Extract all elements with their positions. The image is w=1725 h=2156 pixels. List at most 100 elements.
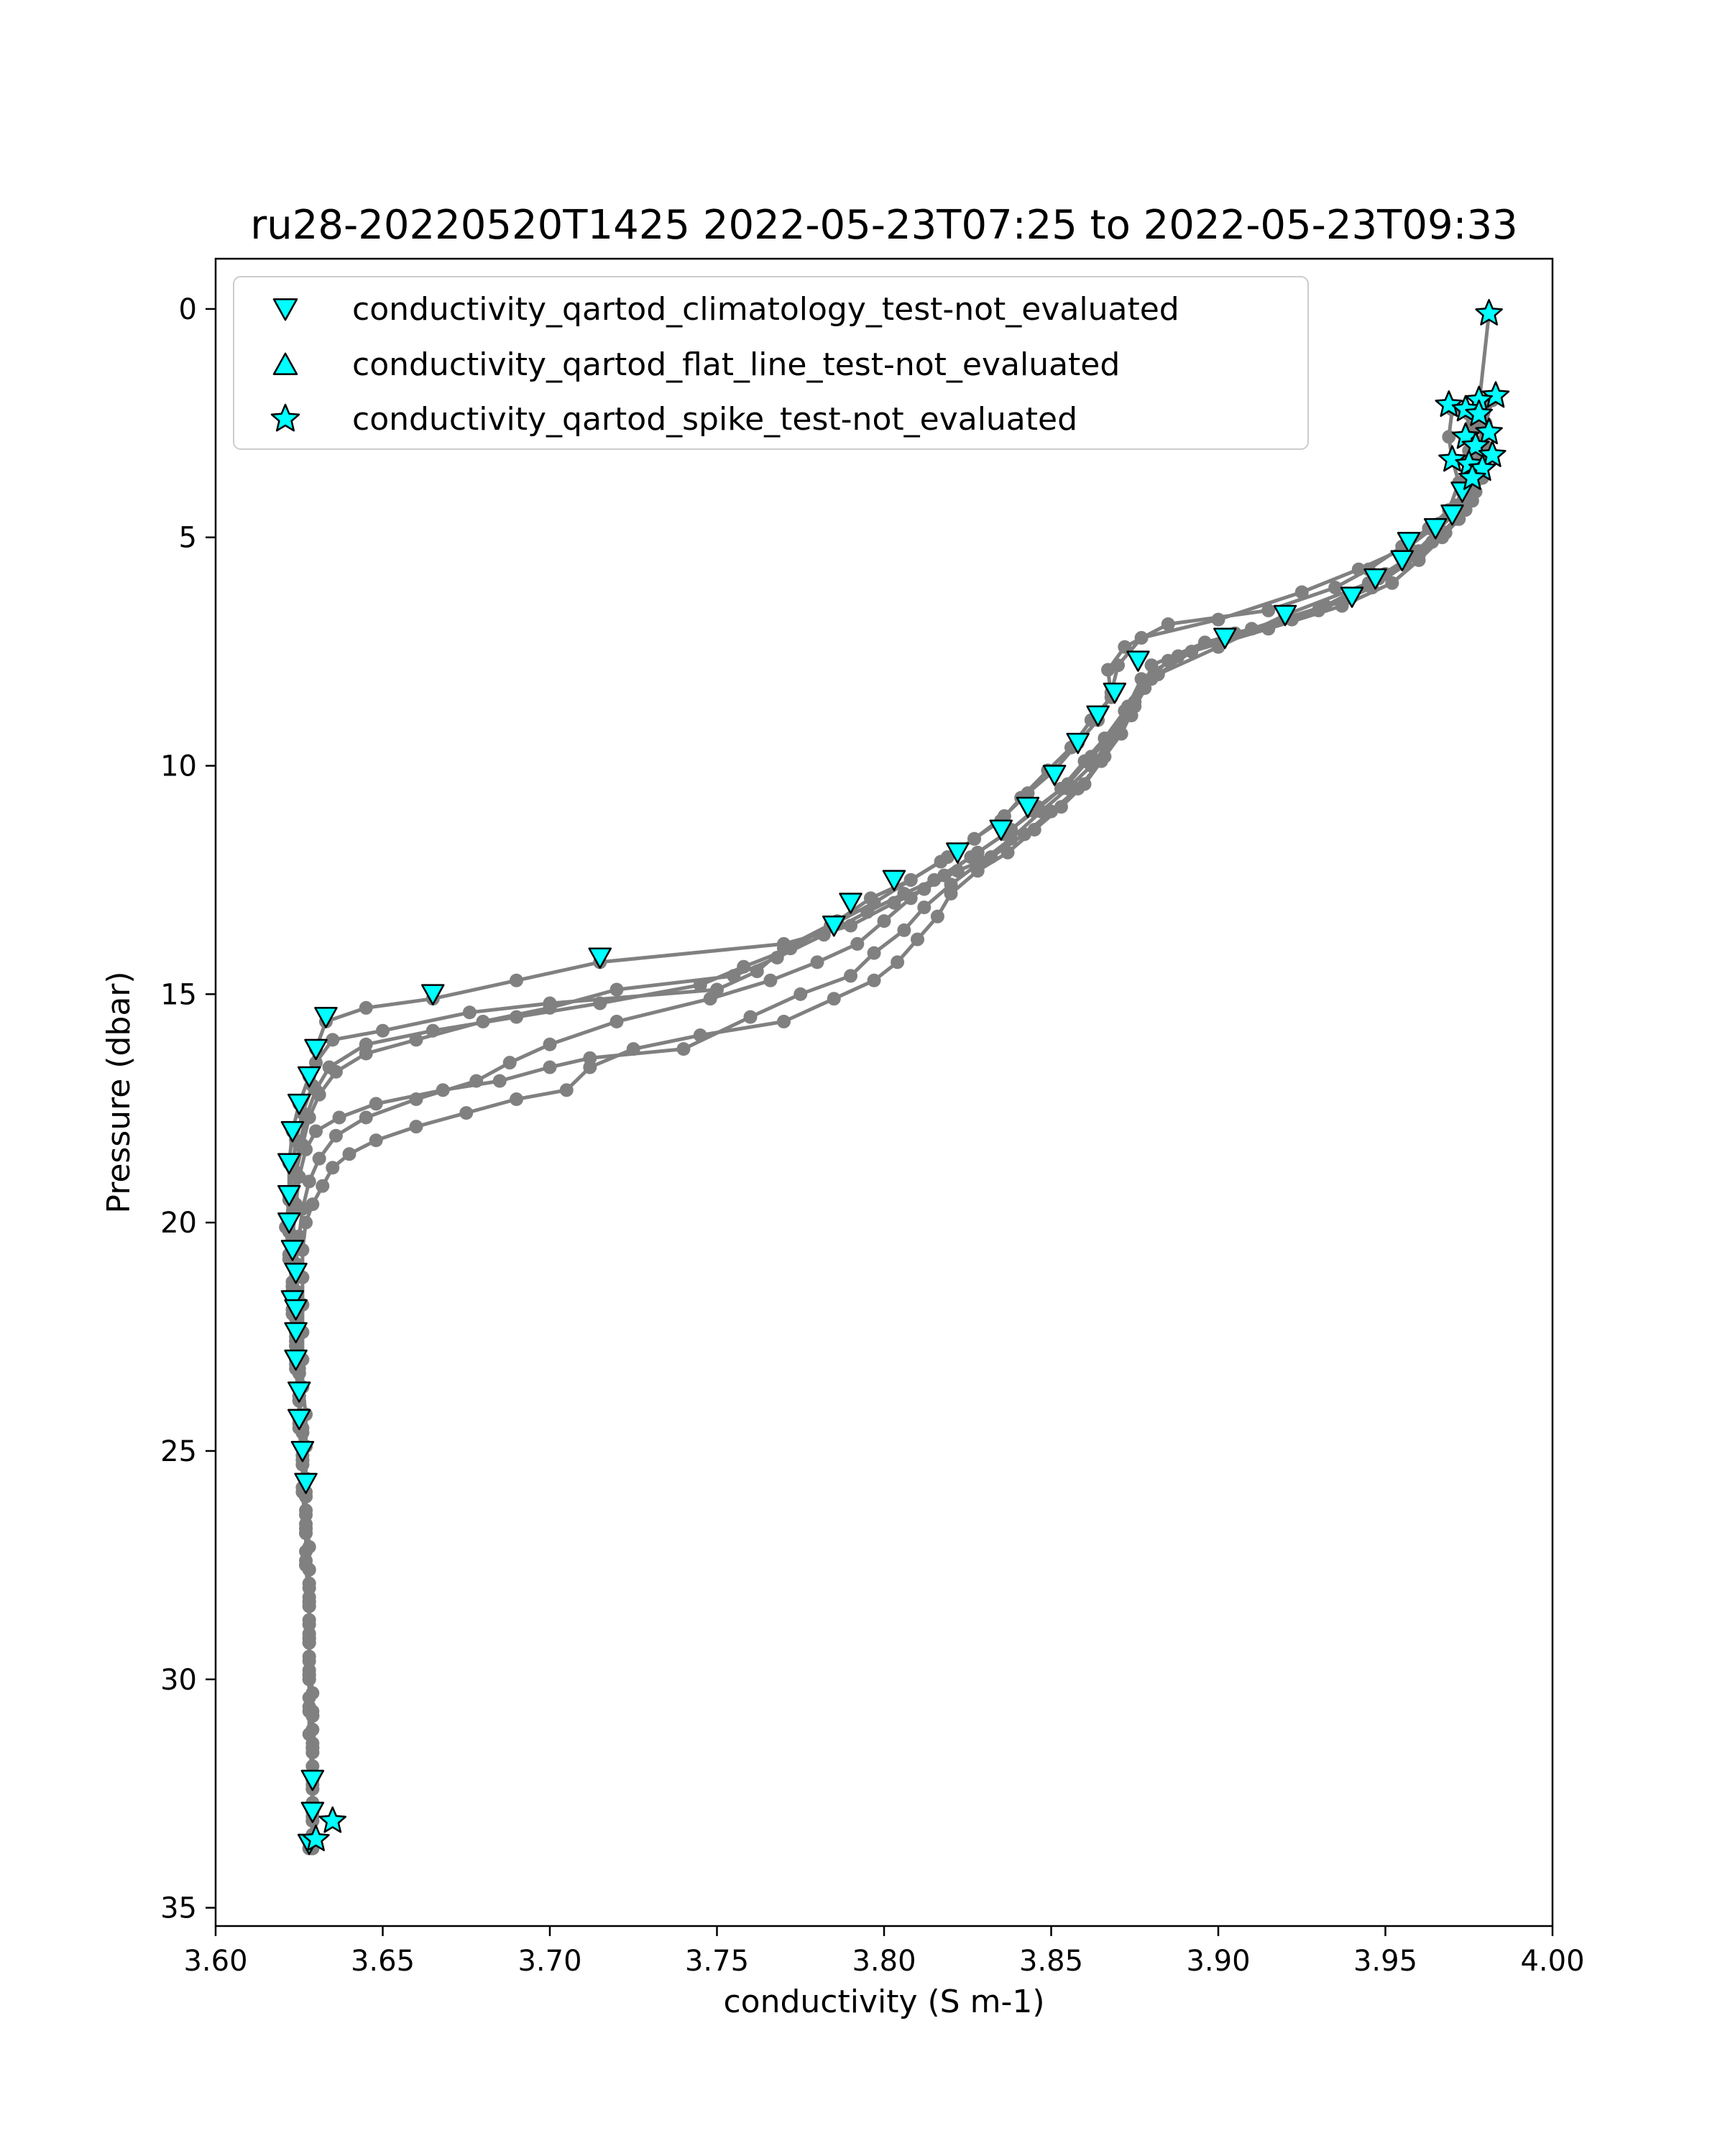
profile-point <box>997 808 1011 823</box>
profile-point <box>903 872 918 887</box>
y-tick-label: 0 <box>179 293 197 326</box>
legend-marker-triangle-up <box>272 352 298 375</box>
climatology-marker <box>882 870 906 891</box>
x-axis: 3.60 3.65 3.70 3.75 3.80 3.85 3.90 3.95 4.00 <box>183 1926 1585 1978</box>
profile-point <box>409 1120 423 1134</box>
x-tick-label: 3.60 <box>183 1945 247 1978</box>
climatology-marker <box>288 1093 311 1115</box>
profile-point <box>459 1106 474 1120</box>
profile-point <box>510 1092 523 1107</box>
profile-point <box>302 1599 316 1613</box>
climatology-marker <box>588 947 612 969</box>
profile-point <box>462 1005 477 1020</box>
climatology-marker <box>284 1322 308 1344</box>
climatology-marker <box>1042 765 1067 786</box>
climatology-marker <box>1340 586 1364 608</box>
profile-point <box>1114 727 1128 741</box>
profile-point <box>911 932 924 946</box>
legend: conductivity_qartod_climatology_test-not… <box>233 276 1309 450</box>
profile-point <box>593 996 607 1010</box>
profile-point <box>877 914 891 929</box>
profile-point <box>1385 576 1399 590</box>
profile-point <box>510 973 523 987</box>
profile-point <box>369 1097 383 1111</box>
climatology-marker <box>288 1409 311 1430</box>
profile-point <box>305 1709 320 1723</box>
chart-title: ru28-20220520T1425 2022-05-23T07:25 to 2… <box>250 202 1517 249</box>
climatology-marker <box>946 842 970 864</box>
profile-point <box>469 1074 484 1088</box>
profile-point <box>626 1042 640 1056</box>
profile-point <box>299 1490 313 1504</box>
profile-point <box>302 1562 316 1577</box>
profile-point <box>1144 658 1159 673</box>
climatology-marker <box>421 984 445 1005</box>
spike-marker <box>1458 463 1486 490</box>
spike-marker <box>1481 381 1510 408</box>
profile-point <box>292 1229 306 1243</box>
climatology-marker <box>1390 550 1414 572</box>
profile-point <box>289 1339 303 1353</box>
profile-point <box>1294 585 1309 599</box>
profile-point <box>1054 781 1068 796</box>
climatology-marker <box>1103 682 1127 704</box>
profile-point <box>543 1037 557 1051</box>
profile-point <box>1021 786 1035 801</box>
profile-point <box>492 1074 507 1088</box>
y-tick-label: 20 <box>160 1207 197 1240</box>
profile-point <box>299 1110 313 1125</box>
profile-point <box>867 895 881 910</box>
profile-point <box>1261 603 1276 617</box>
profile-point <box>1211 612 1225 627</box>
profile-point <box>502 1056 517 1070</box>
x-tick-label: 3.70 <box>518 1945 581 1978</box>
profile-point <box>1161 653 1175 668</box>
profile-point <box>610 1014 624 1028</box>
legend-box <box>233 276 1309 450</box>
climatology-marker <box>1016 796 1040 819</box>
legend-label: conductivity_qartod_flat_line_test-not_e… <box>352 346 1120 383</box>
profile-point <box>583 1060 597 1074</box>
climatology-marker <box>280 1240 305 1261</box>
climatology-marker <box>304 1038 328 1061</box>
x-axis-label: conductivity (S m-1) <box>723 1984 1044 2020</box>
climatology-marker <box>1086 705 1110 727</box>
profile-point <box>299 1526 313 1540</box>
profile-point <box>1465 494 1479 508</box>
profile-point <box>610 982 624 997</box>
profile-point <box>376 1023 390 1038</box>
climatology-marker <box>989 819 1013 842</box>
x-tick-label: 3.85 <box>1019 1945 1083 1978</box>
profile-point <box>559 1083 574 1097</box>
profile-point <box>737 959 751 974</box>
profile-point <box>703 992 717 1006</box>
profile-point <box>1312 603 1325 617</box>
y-tick-label: 30 <box>160 1664 197 1697</box>
y-axis: 0 5 10 15 20 25 30 35 <box>160 293 216 1925</box>
profile-point <box>309 1056 323 1070</box>
profile-point <box>930 909 944 923</box>
x-tick-label: 3.80 <box>852 1945 916 1978</box>
climatology-marker <box>300 1769 325 1792</box>
profile-point <box>510 1010 523 1024</box>
spike-marker <box>1438 445 1466 472</box>
profile-point <box>1118 704 1132 718</box>
climatology-marker <box>314 1007 338 1028</box>
profile-point <box>891 955 905 969</box>
profile-point <box>305 1745 320 1759</box>
y-tick-label: 25 <box>160 1435 197 1468</box>
x-tick-label: 3.95 <box>1353 1945 1417 1978</box>
profile-point <box>328 1128 343 1143</box>
climatology-marker <box>1213 627 1237 650</box>
profile-point <box>777 1014 791 1028</box>
profile-point <box>827 992 841 1006</box>
y-tick-label: 5 <box>179 522 197 555</box>
plot-data-layer <box>277 299 1510 1856</box>
profile-point <box>970 864 985 878</box>
profile-point <box>426 1023 440 1038</box>
profile-point <box>867 946 881 960</box>
climatology-marker <box>1397 532 1421 553</box>
x-tick-label: 3.75 <box>685 1945 749 1978</box>
profile-point <box>783 941 798 956</box>
